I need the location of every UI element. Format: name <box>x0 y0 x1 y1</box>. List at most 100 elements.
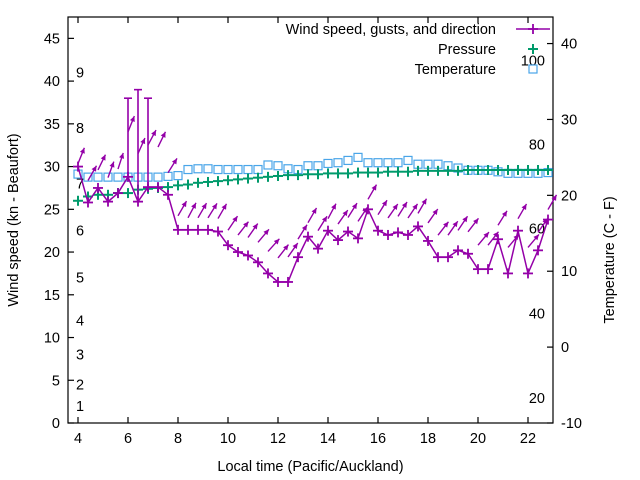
wind-direction-arrowhead <box>392 204 398 210</box>
temperature-point <box>323 158 333 169</box>
y2-tick-label: 0 <box>561 340 569 356</box>
wind-direction-arrowhead <box>79 147 85 154</box>
wind-direction-arrowhead <box>160 131 166 138</box>
beaufort-label: 1 <box>76 399 84 415</box>
beaufort-label: 9 <box>76 66 84 82</box>
temperature-point <box>313 161 323 171</box>
temperature-point <box>393 158 403 168</box>
wind-direction-arrowhead <box>483 232 489 238</box>
legend-label-plus: Pressure <box>438 42 496 58</box>
beaufort-label: 6 <box>76 224 84 240</box>
wind-direction-arrowhead <box>342 210 348 217</box>
chart-legend: Wind speed, gusts, and direction Pressure… <box>286 22 550 78</box>
wind-direction-arrowhead <box>551 194 557 201</box>
wind-direction-arrowhead <box>191 202 196 209</box>
wind-direction-arrowhead <box>493 231 499 238</box>
y2-tick-label: -10 <box>561 416 582 432</box>
wind-direction-arrowhead <box>301 224 308 231</box>
temperature-point <box>273 161 283 171</box>
y2-tick-label: 20 <box>561 188 577 204</box>
wind-direction-arrowhead <box>421 198 427 205</box>
wind-direction-arrowhead <box>292 243 298 249</box>
wind-direction-arrowhead <box>232 216 238 223</box>
beaufort-label: 3 <box>76 348 84 364</box>
x-tick-label: 8 <box>174 431 182 447</box>
temperature-point <box>403 155 413 166</box>
wind-direction-arrowhead <box>443 221 449 228</box>
y-tick-label: 25 <box>44 202 60 218</box>
y2-tick-label: 40 <box>561 37 577 53</box>
y-tick-label: 10 <box>44 331 60 347</box>
temperature-point <box>223 164 233 175</box>
temperature-point <box>233 164 243 175</box>
temperature-point <box>103 172 113 182</box>
legend-label-plus-line: Wind speed, gusts, and direction <box>286 22 496 38</box>
y2-axis-title: Temperature (C - F) <box>602 196 618 323</box>
wind-direction-arrowhead <box>462 216 468 223</box>
temperature-point <box>213 164 223 175</box>
temperature-point <box>353 152 363 162</box>
wind-direction-arrowhead <box>201 203 207 210</box>
fahrenheit-label: 20 <box>529 391 545 407</box>
wind-direction-arrowhead <box>501 210 508 217</box>
fahrenheit-label: 40 <box>529 307 545 323</box>
wind-direction-arrowhead <box>181 201 187 208</box>
temperature-point <box>193 164 203 174</box>
wind-direction-arrowhead <box>100 154 106 161</box>
wind-direction-arrowhead <box>401 201 408 208</box>
temperature-series <box>73 152 553 182</box>
wind-direction-arrowhead <box>321 216 328 223</box>
y-tick-label: 0 <box>52 416 60 432</box>
wind-direction-arrowhead <box>171 158 178 165</box>
temperature-point <box>343 155 353 166</box>
wind-direction-arrowhead <box>252 223 258 230</box>
wind-direction-arrowhead <box>362 207 368 214</box>
x-tick-label: 14 <box>320 431 336 447</box>
temperature-point <box>333 158 343 168</box>
wind-direction-arrowhead <box>432 209 438 215</box>
wind-direction-arrowhead <box>151 130 156 137</box>
temperature-point <box>83 172 93 182</box>
temperature-point <box>183 164 193 175</box>
temperature-point <box>163 171 173 181</box>
beaufort-label: 5 <box>76 271 84 287</box>
wind-direction-arrowhead <box>381 200 388 207</box>
temperature-point <box>153 172 163 182</box>
x-tick-label: 10 <box>220 431 236 447</box>
y-tick-label: 45 <box>44 31 60 47</box>
wind-direction-arrowhead <box>371 184 377 191</box>
wind-direction-arrowhead <box>109 161 115 168</box>
beaufort-label: 2 <box>76 378 84 394</box>
y-tick-label: 40 <box>44 74 60 90</box>
x-tick-label: 6 <box>124 431 132 447</box>
temperature-point <box>303 161 313 171</box>
wind-direction-arrowhead <box>119 152 125 159</box>
temperature-point <box>363 158 373 168</box>
wind-direction-arrowhead <box>140 138 146 145</box>
temperature-point <box>93 172 103 182</box>
wind-direction-arrowhead <box>273 238 280 245</box>
wind-direction-arrowhead <box>129 116 135 123</box>
x-tick-label: 4 <box>74 431 82 447</box>
temperature-point <box>243 164 253 175</box>
temperature-point <box>373 158 383 168</box>
wind-direction-arrowhead <box>311 207 317 214</box>
wind-direction-arrowhead <box>211 203 218 210</box>
wind-direction-arrowhead <box>91 165 97 172</box>
temperature-point <box>113 172 123 182</box>
x-tick-label: 20 <box>470 431 486 447</box>
y-tick-label: 15 <box>44 288 60 304</box>
y-tick-label: 5 <box>52 373 60 389</box>
wind-series <box>73 88 558 287</box>
wind-direction-arrowhead <box>221 203 227 210</box>
wind-direction-arrowhead <box>263 229 269 236</box>
x-tick-label: 12 <box>270 431 286 447</box>
temperature-point <box>263 160 273 170</box>
wind-direction-arrowhead <box>351 203 358 210</box>
temperature-point <box>203 164 213 174</box>
beaufort-label: 7 <box>76 177 84 193</box>
y-axis-title: Wind speed (kn - Beaufort) <box>6 133 22 306</box>
beaufort-label: 8 <box>76 121 84 137</box>
wind-direction-arrowhead <box>542 218 548 225</box>
